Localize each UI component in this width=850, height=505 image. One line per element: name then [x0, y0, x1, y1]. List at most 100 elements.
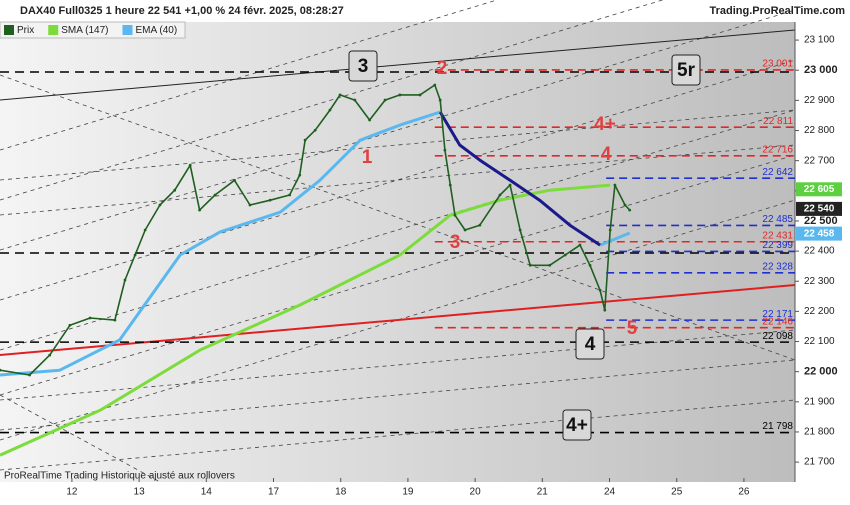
price-point	[508, 183, 512, 187]
price-point	[383, 98, 387, 102]
price-point	[433, 83, 437, 87]
y-tick-label: 22 100	[804, 336, 835, 347]
y-tick-label: 21 700	[804, 457, 835, 468]
y-tick-label: 22 900	[804, 95, 835, 106]
price-point	[28, 373, 31, 377]
price-point	[608, 228, 612, 232]
price-point	[338, 93, 342, 97]
level-lines	[0, 71, 795, 254]
level-label: 22 328	[762, 261, 793, 272]
price-point	[498, 193, 502, 197]
legend-box	[0, 21, 186, 39]
value-box	[796, 226, 842, 241]
price-point	[133, 253, 137, 257]
level-label: 22 642	[762, 167, 793, 178]
level-label: 21 798	[762, 421, 793, 432]
y-tick-label: 22 300	[804, 276, 835, 287]
value-box-label: 22 605	[804, 184, 835, 195]
price-point	[68, 323, 72, 327]
price-point	[448, 183, 452, 187]
price-point	[528, 263, 532, 267]
price-point	[143, 228, 147, 232]
annotation: 5r	[677, 60, 696, 81]
x-tick-label: 20	[470, 487, 482, 498]
price-point	[353, 98, 357, 102]
level-label: 22 431	[762, 230, 793, 241]
price-point	[48, 353, 52, 357]
level-label: 22 146	[762, 316, 793, 327]
price-point	[563, 253, 567, 257]
price-point	[233, 178, 236, 182]
price-point	[623, 203, 627, 207]
x-tick-label: 13	[134, 487, 146, 498]
annotation: 2	[437, 58, 448, 79]
legend-swatch	[122, 25, 133, 35]
series-line	[438, 111, 601, 247]
annotation: 4	[601, 144, 612, 165]
price-point	[188, 163, 192, 167]
value-box	[796, 182, 842, 197]
y-tick-label: 21 900	[804, 396, 835, 407]
annotation: 5	[627, 318, 638, 339]
price-point	[303, 138, 307, 142]
price-point	[368, 118, 372, 122]
trend-line	[0, 29, 796, 101]
x-tick-label: 19	[402, 487, 414, 498]
trend-line	[0, 284, 796, 356]
x-tick-label: 18	[335, 487, 347, 498]
price-point	[603, 308, 607, 312]
y-tick-label: 23 000	[804, 64, 838, 76]
value-box	[796, 201, 842, 216]
level-label: 22 098	[762, 331, 793, 342]
value-box-label: 22 540	[804, 204, 835, 215]
price-point	[588, 263, 592, 267]
annotation: 4+	[566, 415, 588, 436]
annotation: 4+	[594, 114, 616, 135]
price-point	[613, 183, 617, 187]
x-tick-label: 21	[537, 487, 549, 498]
price-point	[578, 243, 582, 247]
series-line	[0, 183, 611, 457]
level-label: 22 399	[762, 240, 793, 251]
legend-swatch	[4, 25, 14, 35]
y-tick-label: 23 100	[804, 35, 835, 46]
price-point	[443, 148, 447, 152]
price-point	[213, 193, 217, 197]
price-point	[463, 228, 467, 232]
price-point	[418, 93, 422, 97]
y-tick-label: 22 700	[804, 155, 835, 166]
level-label: 22 811	[763, 116, 793, 127]
level-label: 22 716	[762, 144, 793, 155]
price-point	[88, 316, 92, 320]
x-tick-label: 25	[671, 487, 683, 498]
annotation: 4	[585, 334, 596, 355]
y-tick-label: 22 500	[804, 215, 838, 227]
price-point	[478, 223, 482, 227]
legend-label: SMA (147)	[61, 25, 108, 36]
price-point	[268, 198, 272, 202]
price-point	[598, 288, 602, 292]
x-tick-label: 24	[604, 487, 616, 498]
x-tick-label: 14	[201, 487, 213, 498]
y-tick-label: 22 400	[804, 246, 835, 257]
series-line	[0, 110, 631, 377]
price-point	[628, 208, 632, 212]
y-tick-label: 21 800	[804, 427, 835, 438]
price-point	[453, 213, 457, 217]
annotation-box	[562, 409, 592, 441]
price-point	[288, 193, 292, 197]
header-title: DAX40 Full0325 1 heure 22 541 +1,00 % 24…	[20, 5, 344, 17]
legend: Prix SMA (147) EMA (40)	[0, 21, 186, 39]
legend-label: EMA (40)	[135, 25, 177, 36]
level-label: 22 485	[762, 214, 793, 225]
level-label: 22 171	[762, 309, 793, 320]
site-label: Trading.ProRealTime.com	[709, 5, 845, 17]
axis-area	[795, 0, 850, 500]
price-point	[298, 173, 302, 177]
annotation: 3	[358, 56, 369, 77]
price-point	[398, 93, 402, 97]
footer-area	[0, 482, 850, 500]
level-label: 23 001	[762, 59, 793, 70]
y-tick-label: 22 000	[804, 366, 838, 378]
